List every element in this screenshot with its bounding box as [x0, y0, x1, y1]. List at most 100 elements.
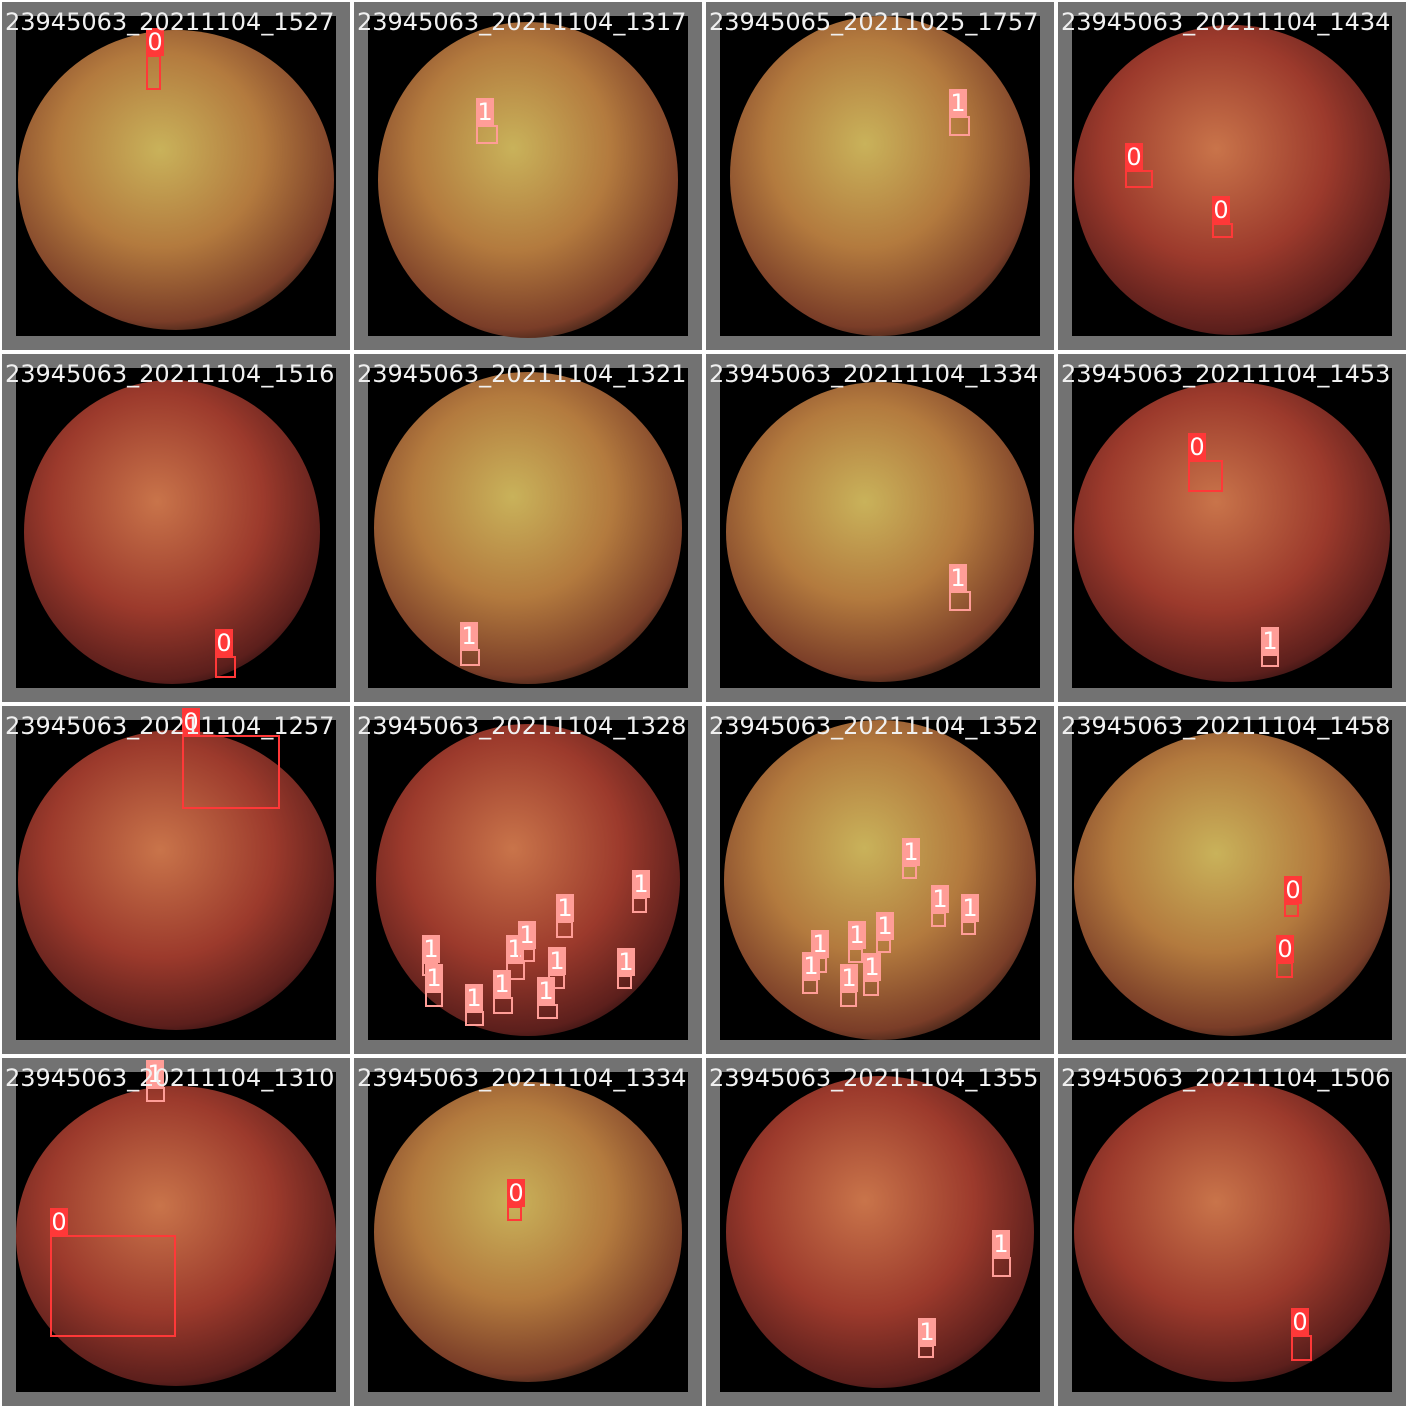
apple: [18, 730, 334, 1030]
filename: 23945063_20211104_1334: [357, 1064, 686, 1092]
apple: [374, 372, 682, 684]
label-background: [215, 629, 233, 657]
filename: 23945063_20211104_1352: [709, 712, 1038, 740]
apple: [1074, 382, 1390, 682]
class-label: 1: [950, 89, 965, 117]
filename: 23945063_20211104_1355: [709, 1064, 1038, 1092]
class-label: 0: [1277, 935, 1292, 963]
tile: [1058, 1058, 1406, 1406]
tile: [706, 354, 1054, 702]
tile: [2, 706, 350, 1054]
class-label: 1: [849, 921, 864, 949]
label-background: [918, 1318, 936, 1346]
class-label: 1: [147, 1060, 162, 1088]
class-label: 1: [950, 564, 965, 592]
class-label: 1: [494, 970, 509, 998]
filename: 23945065_20211025_1757: [709, 8, 1038, 36]
label-background: [518, 921, 536, 949]
tile: [706, 706, 1054, 1054]
apple: [376, 724, 680, 1036]
filename: 23945063_20211104_1458: [1061, 712, 1390, 740]
apple: [726, 1076, 1034, 1388]
apple: [378, 22, 678, 338]
class-label: 1: [538, 977, 553, 1005]
class-label: 0: [1126, 143, 1141, 171]
label-background: [1261, 627, 1279, 655]
label-background: [1291, 1308, 1309, 1336]
label-background: [931, 885, 949, 913]
filename: 23945063_20211104_1516: [5, 360, 334, 388]
class-label: 1: [519, 921, 534, 949]
apple: [1074, 25, 1390, 335]
class-label: 0: [183, 708, 198, 736]
class-label: 1: [466, 984, 481, 1012]
filename: 23945063_20211104_1453: [1061, 360, 1390, 388]
class-label: 1: [962, 894, 977, 922]
filename: 23945063_20211104_1334: [709, 360, 1038, 388]
class-label: 0: [1189, 433, 1204, 461]
label-background: [425, 964, 443, 992]
class-label: 1: [993, 1230, 1008, 1258]
filename: 23945063_20211104_1506: [1061, 1064, 1390, 1092]
class-label: 1: [932, 885, 947, 913]
apple: [730, 16, 1030, 336]
apple: [18, 30, 334, 330]
label-background: [50, 1208, 68, 1236]
label-background: [1276, 935, 1294, 963]
label-background: [556, 894, 574, 922]
filename: 23945063_20211104_1317: [357, 8, 686, 36]
tile: [354, 354, 702, 702]
label-background: [182, 708, 200, 736]
label-background: [548, 947, 566, 975]
label-background: [476, 98, 494, 126]
class-label: 1: [803, 952, 818, 980]
bounding-box: [182, 735, 280, 809]
class-label: 1: [919, 1318, 934, 1346]
tile: [706, 1058, 1054, 1406]
class-label: 1: [423, 935, 438, 963]
class-label: 1: [618, 948, 633, 976]
label-background: [146, 28, 164, 56]
label-background: [1125, 143, 1143, 171]
class-label: 0: [147, 28, 162, 56]
class-label: 1: [633, 870, 648, 898]
label-background: [876, 912, 894, 940]
class-label: 0: [216, 629, 231, 657]
tile: [1058, 2, 1406, 350]
tile: [1058, 706, 1406, 1054]
class-label: 1: [549, 947, 564, 975]
label-background: [992, 1230, 1010, 1258]
class-label: 1: [477, 98, 492, 126]
label-background: [632, 870, 650, 898]
class-label: 1: [1262, 627, 1277, 655]
filename: 23945063_20211104_1310: [5, 1064, 334, 1092]
class-label: 1: [841, 964, 856, 992]
label-background: [465, 984, 483, 1012]
tile: [354, 2, 702, 350]
tile: [2, 2, 350, 350]
tile: [1058, 354, 1406, 702]
apple: [24, 380, 320, 684]
label-background: [460, 622, 478, 650]
label-background: [422, 935, 440, 963]
filename: 23945063_20211104_1434: [1061, 8, 1390, 36]
filename: 23945063_20211104_1328: [357, 712, 686, 740]
label-background: [840, 964, 858, 992]
class-label: 0: [1213, 196, 1228, 224]
class-label: 1: [426, 964, 441, 992]
class-label: 0: [1292, 1308, 1307, 1336]
label-background: [146, 1060, 164, 1088]
label-background: [811, 930, 829, 958]
class-label: 0: [1285, 876, 1300, 904]
label-background: [802, 952, 820, 980]
class-label: 0: [51, 1208, 66, 1236]
tile: [706, 2, 1054, 350]
filename: 23945063_20211104_1527: [5, 8, 334, 36]
label-background: [949, 89, 967, 117]
label-background: [1212, 196, 1230, 224]
filename: 23945063_20211104_1321: [357, 360, 686, 388]
apple: [724, 720, 1036, 1040]
class-label: 1: [864, 953, 879, 981]
label-background: [961, 894, 979, 922]
